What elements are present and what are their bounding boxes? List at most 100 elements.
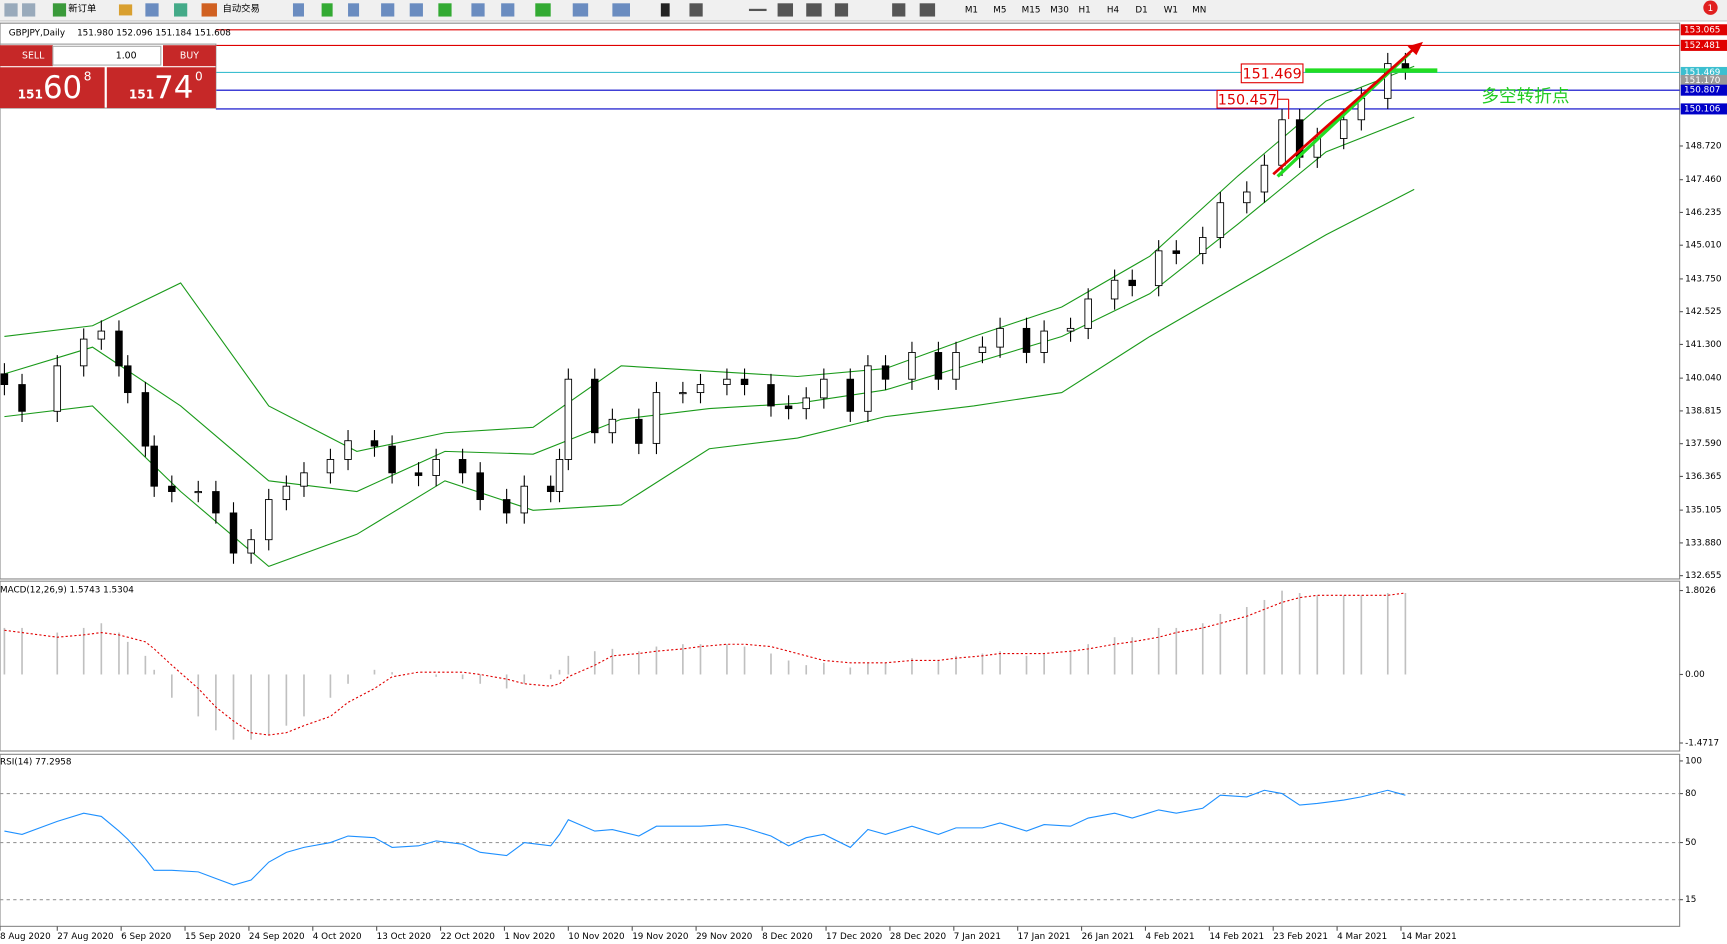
sell-price-prefix: 151 [18, 87, 43, 101]
candle-body [820, 378, 828, 399]
candle-body [141, 392, 150, 447]
macd-pane [0, 580, 1681, 752]
candle-body [458, 459, 467, 474]
y-tick-label: 0.00 [1685, 670, 1705, 680]
candle-body [555, 459, 564, 492]
x-tick-label: 8 Dec 2020 [762, 932, 813, 942]
candle-body [1198, 237, 1207, 254]
macd-title: MACD(12,26,9) 1.5743 1.5304 [0, 585, 134, 595]
level-label: 150.106 [1684, 104, 1721, 114]
x-tick-label: 13 Oct 2020 [377, 932, 432, 942]
timeframe-button[interactable]: M30 [1050, 5, 1069, 15]
timeframe-button[interactable]: MN [1192, 5, 1206, 15]
candle-body [846, 378, 855, 412]
candle-body [115, 330, 123, 367]
candle-body [97, 330, 106, 340]
red-arrow [1272, 47, 1416, 176]
candle-body [229, 512, 238, 554]
x-tick-label: 6 Sep 2020 [121, 932, 172, 942]
timeframe-button[interactable]: W1 [1164, 5, 1178, 15]
candle-body [881, 365, 890, 380]
timeframe-button[interactable]: M5 [993, 5, 1006, 15]
timeframe-button[interactable]: M1 [965, 5, 978, 15]
red-arrow-head [1407, 41, 1424, 56]
x-tick-label: 10 Nov 2020 [568, 932, 625, 942]
x-tick-label: 14 Mar 2021 [1401, 932, 1457, 942]
timeframe-button[interactable]: H4 [1107, 5, 1120, 15]
level-label: 151.469 [1684, 68, 1720, 78]
x-tick-label: 22 Oct 2020 [441, 932, 496, 942]
rsi-title: RSI(14) 77.2958 [0, 758, 71, 768]
sell-price-sup: 8 [84, 70, 92, 84]
timeframe-button[interactable]: M15 [1022, 5, 1041, 15]
y-tick-label: 140.040 [1685, 374, 1722, 384]
level-box [1680, 84, 1727, 96]
lot-field[interactable] [52, 45, 162, 66]
bollinger-lower [4, 188, 1415, 568]
notification-badge[interactable] [1703, 0, 1718, 15]
toolbar-button[interactable]: 自动交易 [222, 2, 259, 14]
sell-price-big: 60 [43, 70, 82, 106]
candle-body [79, 338, 88, 367]
buy-price-big: 74 [154, 70, 193, 106]
candle-body [432, 459, 440, 476]
sell-button[interactable] [0, 45, 53, 67]
candle-body [934, 352, 943, 380]
candle-body [344, 440, 352, 460]
badge-count: 1 [1708, 4, 1714, 14]
toolbar-button[interactable]: 新订单 [68, 2, 96, 14]
candle-body [679, 392, 687, 395]
candle-body [1384, 63, 1392, 99]
y-tick-label: 132.655 [1685, 571, 1721, 581]
candle-body [908, 352, 916, 380]
y-tick-label: 146.235 [1685, 208, 1721, 218]
annotation-label: 150.457 [1218, 92, 1277, 108]
one-click-trading: SELL 1.00 BUY 151 60 8 151 74 0 [0, 43, 217, 109]
candle-body [0, 373, 9, 386]
y-tick-label: 100 [1685, 756, 1702, 766]
candle-body [264, 499, 273, 541]
annotation-label: 151.469 [1243, 66, 1302, 82]
candle-body [1401, 63, 1410, 70]
bollinger-upper [4, 65, 1415, 452]
buy-price-box[interactable] [106, 67, 216, 109]
annotation-label: 多空转折点 [1481, 86, 1569, 107]
annotation-box [1240, 63, 1304, 84]
candle-body [326, 459, 335, 474]
candle-body [608, 418, 617, 434]
y-tick-label: 1.8026 [1685, 586, 1716, 596]
timeframe-button[interactable]: D1 [1135, 5, 1147, 15]
rsi-pane [0, 753, 1681, 927]
candle-body [520, 485, 529, 514]
x-tick-label: 4 Feb 2021 [1145, 932, 1194, 942]
candle-body [978, 346, 987, 353]
toolbar [0, 0, 1727, 21]
sell-price-box[interactable] [0, 67, 105, 109]
candle-body [864, 365, 872, 412]
candle-body [1022, 327, 1031, 353]
candle-body [1278, 119, 1286, 166]
candle-body [696, 384, 705, 394]
timeframe-button[interactable]: H1 [1078, 5, 1090, 15]
x-tick-label: 29 Nov 2020 [696, 932, 753, 942]
candle-body [194, 491, 202, 494]
candle-body [370, 440, 379, 447]
candle-body [1339, 119, 1348, 139]
y-tick-label: 133.880 [1685, 538, 1722, 548]
candle-body [168, 485, 176, 492]
buy-label: BUY [180, 51, 199, 62]
x-tick-label: 1 Nov 2020 [504, 932, 555, 942]
x-tick-label: 17 Dec 2020 [826, 932, 883, 942]
candle-body [723, 378, 731, 386]
candle-body [546, 485, 555, 492]
x-tick-label: 8 Aug 2020 [0, 932, 51, 942]
buy-button[interactable] [163, 45, 216, 67]
candle-body [784, 405, 793, 410]
chart-ohlc: 151.980 152.096 151.184 151.608 [77, 29, 231, 39]
y-tick-label: -1.4717 [1685, 738, 1719, 748]
candle-body [300, 472, 308, 487]
candle-body [1243, 191, 1251, 204]
candle-body [564, 378, 573, 460]
y-tick-label: 80 [1685, 789, 1697, 799]
buy-price-sup: 0 [195, 70, 203, 84]
